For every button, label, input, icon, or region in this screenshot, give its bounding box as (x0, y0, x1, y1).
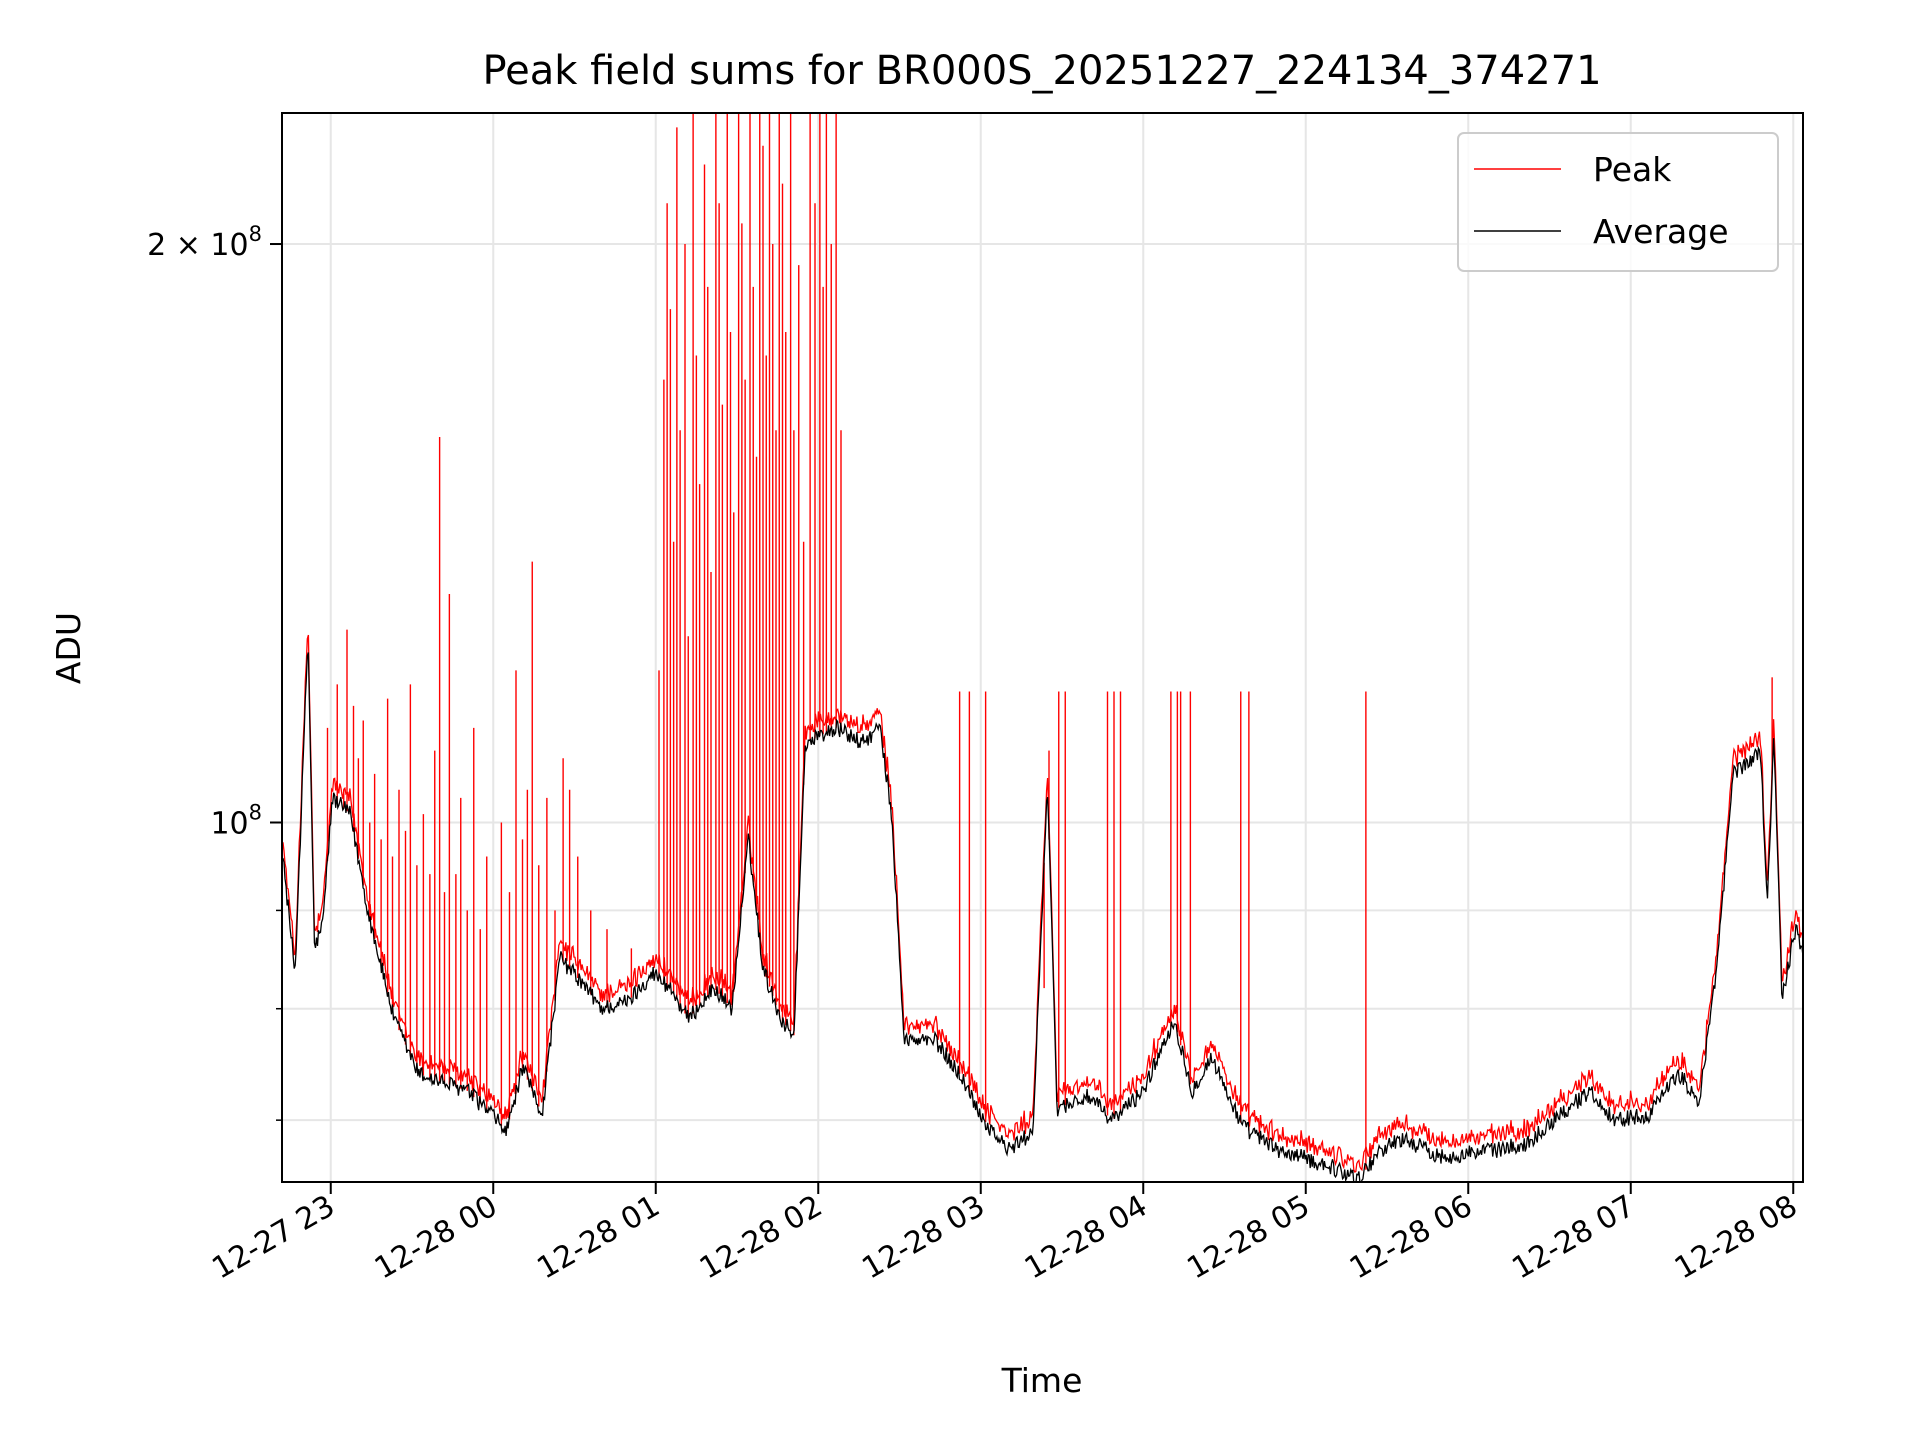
legend-peak-label: Peak (1593, 150, 1672, 189)
peak-series (282, 113, 1803, 1173)
y-tick-exponent: 8 (249, 222, 262, 246)
axes-frame (281, 112, 1804, 1183)
y-tick-base: 10 (210, 806, 248, 841)
y-axis-label: ADU (49, 612, 88, 684)
y-tick-base: 2 × 10 (147, 228, 248, 263)
legend: Peak Average (1457, 132, 1779, 272)
legend-average-label: Average (1593, 212, 1729, 251)
x-axis-label: Time (1001, 1361, 1083, 1400)
legend-box (1457, 132, 1779, 272)
y-tick-exponent: 8 (249, 800, 262, 824)
average-series (282, 652, 1803, 1182)
chart-title: Peak field sums for BR000S_20251227_2241… (482, 48, 1601, 94)
y-tick-label: 2 × 108 (147, 222, 262, 263)
grid (282, 113, 1803, 1182)
y-tick-label: 108 (210, 800, 262, 841)
average-line (282, 652, 1803, 1182)
plot-area (282, 113, 1803, 1182)
